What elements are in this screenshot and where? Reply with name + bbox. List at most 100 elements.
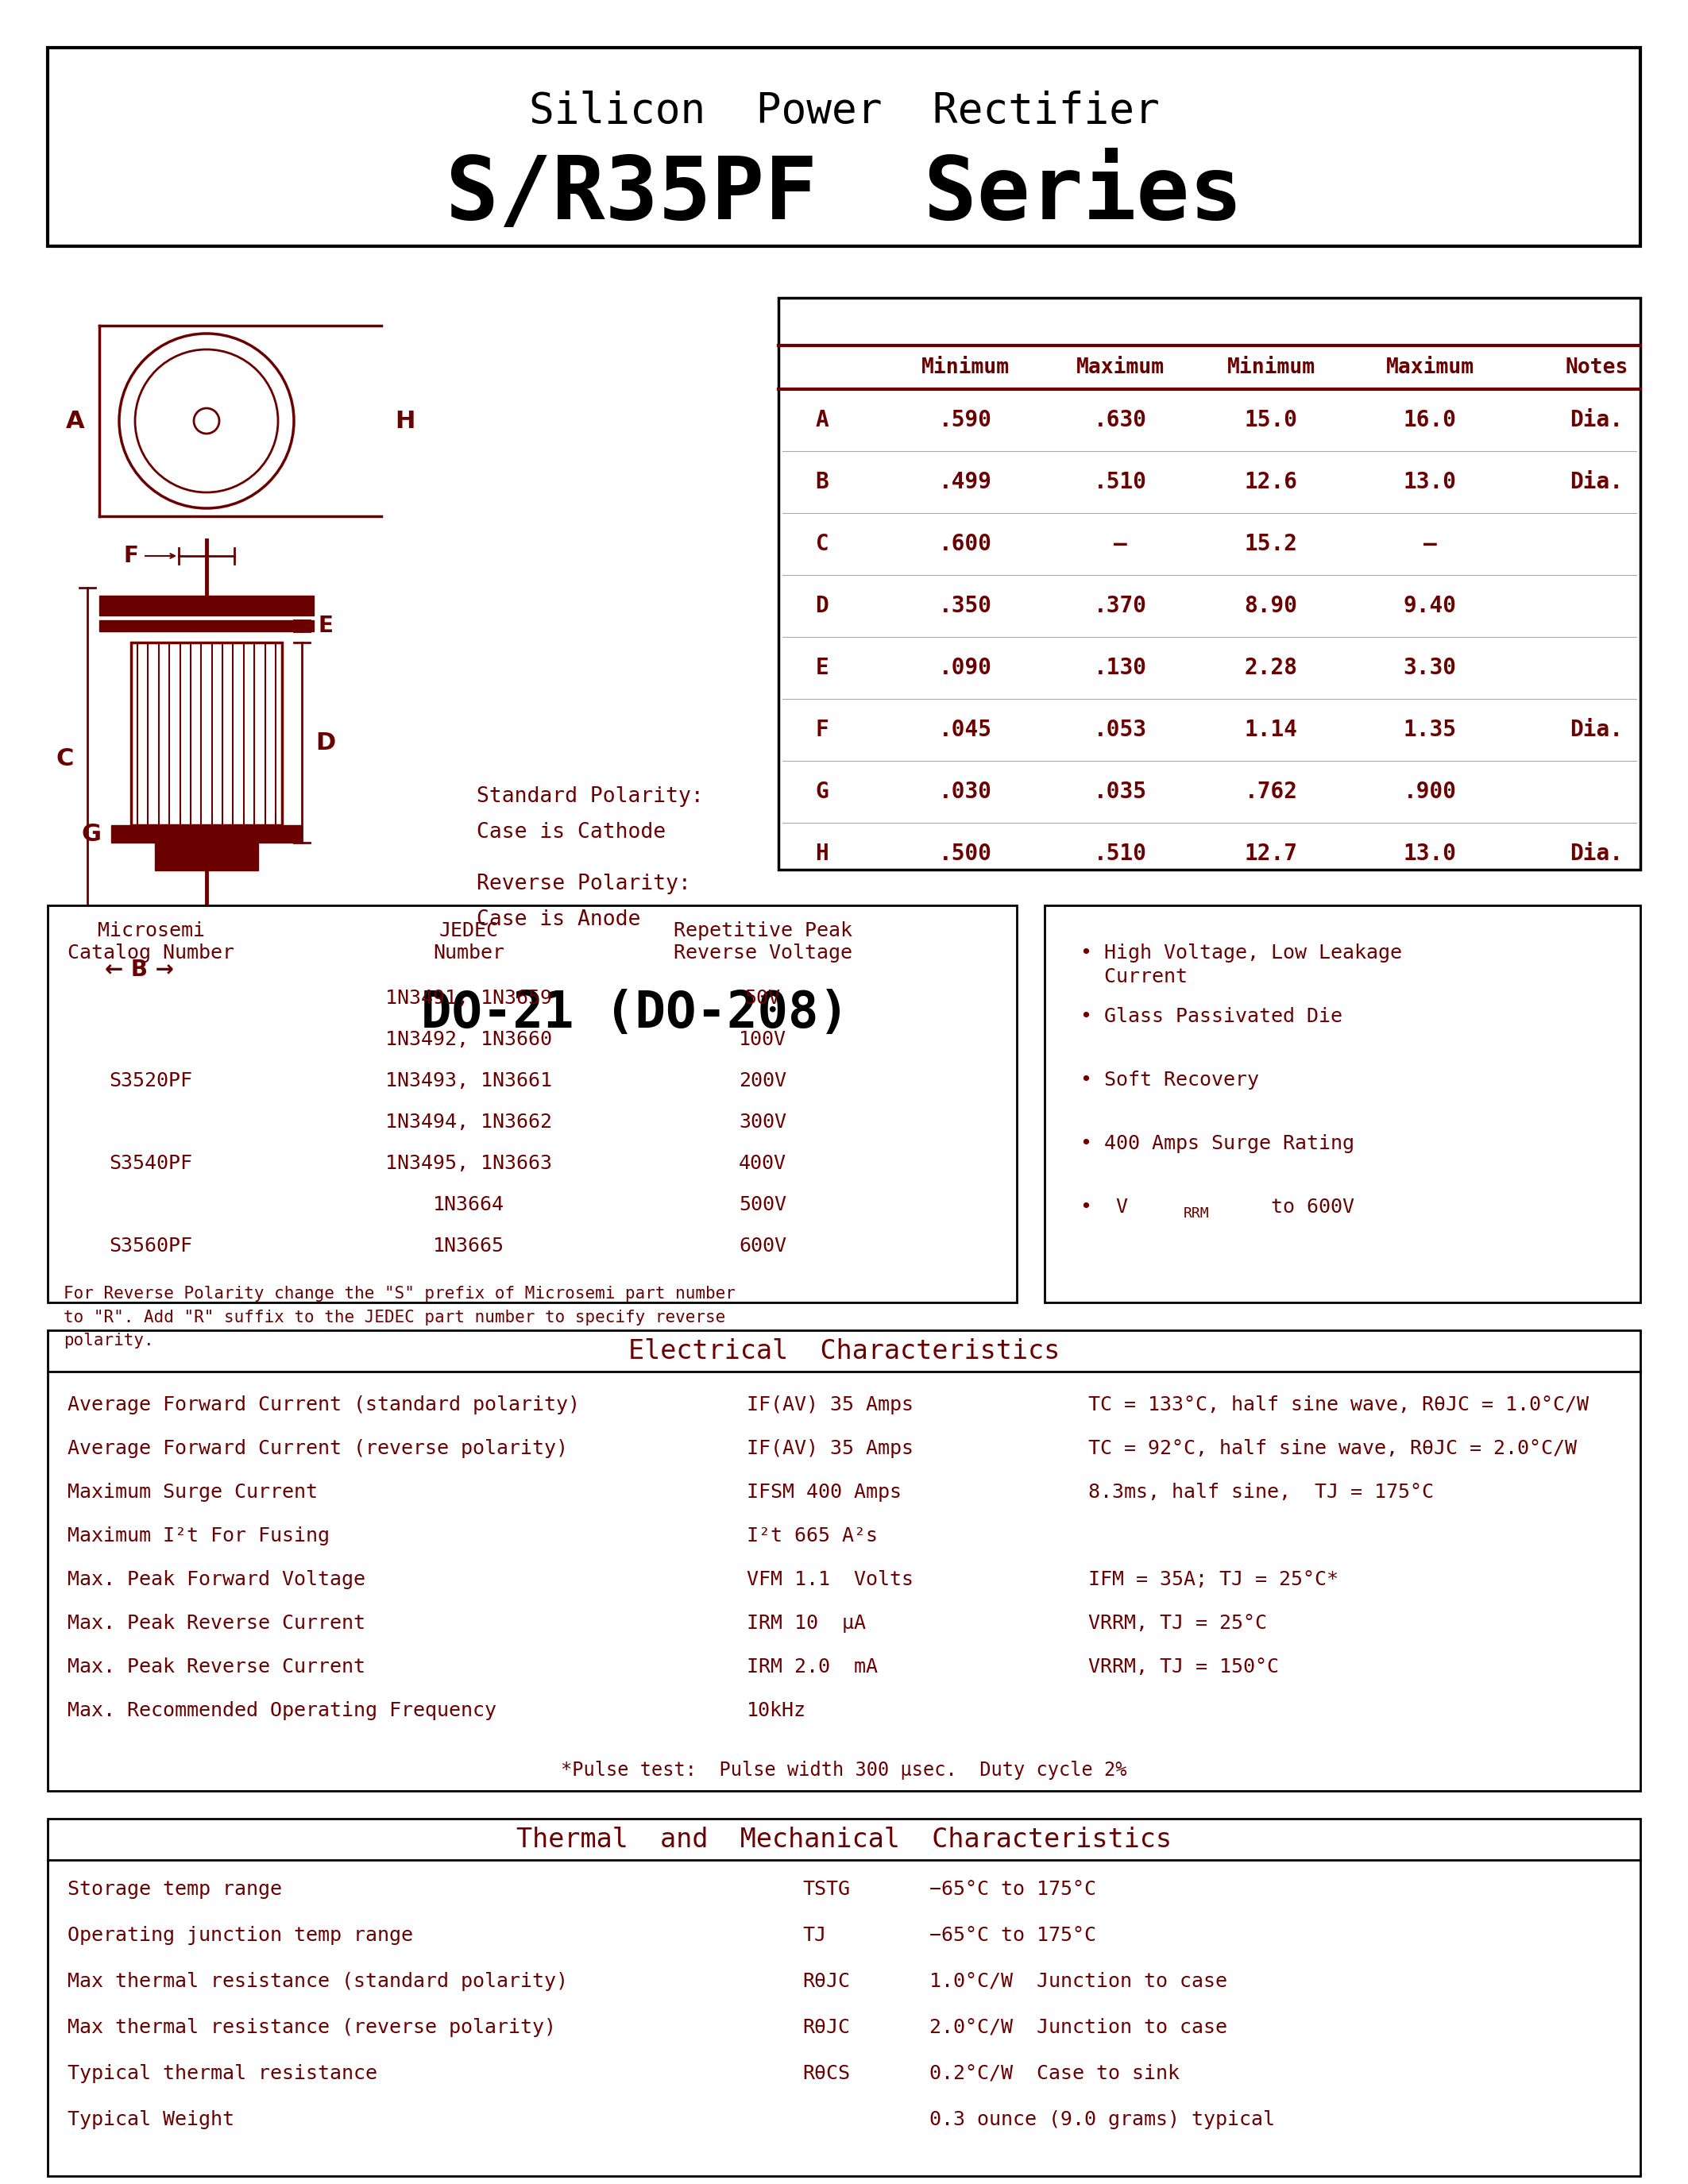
- Text: ← B →: ← B →: [105, 959, 174, 981]
- Text: .130: .130: [1094, 657, 1146, 679]
- Text: 1N3665: 1N3665: [432, 1236, 505, 1256]
- Text: .630: .630: [1094, 408, 1146, 430]
- Text: 15.2: 15.2: [1244, 533, 1298, 555]
- Text: 1.14: 1.14: [1244, 719, 1298, 740]
- Text: .510: .510: [1094, 843, 1146, 865]
- Text: • High Voltage, Low Leakage: • High Voltage, Low Leakage: [1080, 943, 1403, 963]
- Text: 1.35: 1.35: [1403, 719, 1457, 740]
- Text: Minimum: Minimum: [1227, 356, 1315, 378]
- Text: 0.3 ounce (9.0 grams) typical: 0.3 ounce (9.0 grams) typical: [930, 2110, 1274, 2129]
- Text: Max. Recommended Operating Frequency: Max. Recommended Operating Frequency: [68, 1701, 496, 1721]
- Text: Dia.: Dia.: [1570, 408, 1624, 430]
- Text: Repetitive Peak
Reverse Voltage: Repetitive Peak Reverse Voltage: [674, 922, 852, 963]
- Bar: [47, 1330, 1641, 1791]
- Text: S/R35PF  Series: S/R35PF Series: [446, 153, 1242, 238]
- Text: Average Forward Current (reverse polarity): Average Forward Current (reverse polarit…: [68, 1439, 567, 1459]
- Text: S3520PF: S3520PF: [110, 1072, 192, 1090]
- Text: I²t 665 A²s: I²t 665 A²s: [746, 1527, 878, 1546]
- Text: Maximum I²t For Fusing: Maximum I²t For Fusing: [68, 1527, 329, 1546]
- Text: .350: .350: [939, 594, 993, 618]
- Text: 8.90: 8.90: [1244, 594, 1298, 618]
- Text: −65°C to 175°C: −65°C to 175°C: [930, 1880, 1096, 1898]
- Text: 9.40: 9.40: [1403, 594, 1457, 618]
- Text: to 600V: to 600V: [1259, 1197, 1354, 1216]
- Text: IF(AV) 35 Amps: IF(AV) 35 Amps: [746, 1396, 913, 1415]
- Text: Minimum: Minimum: [922, 356, 1009, 378]
- Text: RRM: RRM: [1183, 1206, 1210, 1221]
- Text: Reverse Polarity:: Reverse Polarity:: [476, 874, 690, 893]
- Text: Dia.: Dia.: [1570, 843, 1624, 865]
- Text: Dim.  Inches: Dim. Inches: [846, 310, 1013, 332]
- Text: VRRM, TJ = 150°C: VRRM, TJ = 150°C: [1089, 1658, 1280, 1677]
- Text: Standard Polarity:: Standard Polarity:: [476, 786, 704, 806]
- Text: TSTG: TSTG: [802, 1880, 851, 1898]
- Text: 2.28: 2.28: [1244, 657, 1298, 679]
- Text: .090: .090: [939, 657, 993, 679]
- Text: C: C: [56, 747, 74, 771]
- Bar: [778, 297, 1641, 345]
- Text: E: E: [815, 657, 829, 679]
- Text: TC = 133°C, half sine wave, RθJC = 1.0°C/W: TC = 133°C, half sine wave, RθJC = 1.0°C…: [1089, 1396, 1588, 1415]
- Text: —: —: [1423, 533, 1436, 555]
- Text: S3560PF: S3560PF: [110, 1236, 192, 1256]
- Text: 13.0: 13.0: [1403, 472, 1457, 494]
- Text: S3540PF: S3540PF: [110, 1153, 192, 1173]
- Text: Max thermal resistance (standard polarity): Max thermal resistance (standard polarit…: [68, 1972, 567, 1992]
- Text: —: —: [1114, 533, 1126, 555]
- Text: Storage temp range: Storage temp range: [68, 1880, 282, 1898]
- Text: Thermal  and  Mechanical  Characteristics: Thermal and Mechanical Characteristics: [517, 1826, 1171, 1852]
- Text: A: A: [815, 408, 829, 430]
- Text: Notes: Notes: [1565, 356, 1629, 378]
- Text: 3.30: 3.30: [1403, 657, 1457, 679]
- Text: 0.2°C/W  Case to sink: 0.2°C/W Case to sink: [930, 2064, 1180, 2084]
- Text: RθJC: RθJC: [802, 2018, 851, 2038]
- Text: .053: .053: [1094, 719, 1146, 740]
- Text: F: F: [123, 544, 138, 568]
- Text: 1N3492, 1N3660: 1N3492, 1N3660: [385, 1031, 552, 1048]
- Text: .030: .030: [939, 780, 993, 804]
- Text: 1N3493, 1N3661: 1N3493, 1N3661: [385, 1072, 552, 1090]
- Text: Maximum: Maximum: [1075, 356, 1165, 378]
- Text: Max. Peak Reverse Current: Max. Peak Reverse Current: [68, 1614, 365, 1634]
- Bar: [47, 48, 1641, 247]
- Bar: [111, 826, 302, 843]
- Text: • Soft Recovery: • Soft Recovery: [1080, 1070, 1259, 1090]
- Bar: [100, 596, 314, 616]
- Text: .762: .762: [1244, 780, 1298, 804]
- Bar: [100, 620, 314, 631]
- Text: 10kHz: 10kHz: [746, 1701, 807, 1721]
- Text: 1N3495, 1N3663: 1N3495, 1N3663: [385, 1153, 552, 1173]
- Text: Max. Peak Reverse Current: Max. Peak Reverse Current: [68, 1658, 365, 1677]
- Text: .500: .500: [939, 843, 993, 865]
- Bar: [47, 1819, 1641, 2175]
- Text: 1N3494, 1N3662: 1N3494, 1N3662: [385, 1112, 552, 1131]
- Text: IRM 10  μA: IRM 10 μA: [746, 1614, 866, 1634]
- Text: VRRM, TJ = 25°C: VRRM, TJ = 25°C: [1089, 1614, 1268, 1634]
- Text: Average Forward Current (standard polarity): Average Forward Current (standard polari…: [68, 1396, 581, 1415]
- Text: .499: .499: [939, 472, 993, 494]
- Text: B: B: [815, 472, 829, 494]
- Text: Max. Peak Forward Voltage: Max. Peak Forward Voltage: [68, 1570, 365, 1590]
- Text: Case is Cathode: Case is Cathode: [476, 821, 665, 843]
- Text: 15.0: 15.0: [1244, 408, 1298, 430]
- Text: Current: Current: [1080, 968, 1188, 987]
- Text: A: A: [66, 408, 84, 432]
- Text: *Pulse test:  Pulse width 300 μsec.  Duty cycle 2%: *Pulse test: Pulse width 300 μsec. Duty …: [560, 1760, 1128, 1780]
- Text: IFSM 400 Amps: IFSM 400 Amps: [746, 1483, 901, 1503]
- Text: D: D: [815, 594, 829, 618]
- Text: VFM 1.1  Volts: VFM 1.1 Volts: [746, 1570, 913, 1590]
- Bar: [155, 843, 258, 871]
- Text: 1N3491, 1N3659: 1N3491, 1N3659: [385, 989, 552, 1007]
- Text: IF(AV) 35 Amps: IF(AV) 35 Amps: [746, 1439, 913, 1459]
- Text: E: E: [317, 614, 333, 638]
- Text: Dia.: Dia.: [1570, 719, 1624, 740]
- Text: 12.6: 12.6: [1244, 472, 1298, 494]
- Text: 100V: 100V: [739, 1031, 787, 1048]
- Text: Typical Weight: Typical Weight: [68, 2110, 235, 2129]
- Text: • 400 Amps Surge Rating: • 400 Amps Surge Rating: [1080, 1133, 1354, 1153]
- Text: H: H: [395, 408, 415, 432]
- Bar: [778, 297, 1641, 869]
- Text: DO-21 (DO-208): DO-21 (DO-208): [422, 989, 849, 1037]
- Text: Electrical  Characteristics: Electrical Characteristics: [628, 1339, 1060, 1365]
- Text: .370: .370: [1094, 594, 1146, 618]
